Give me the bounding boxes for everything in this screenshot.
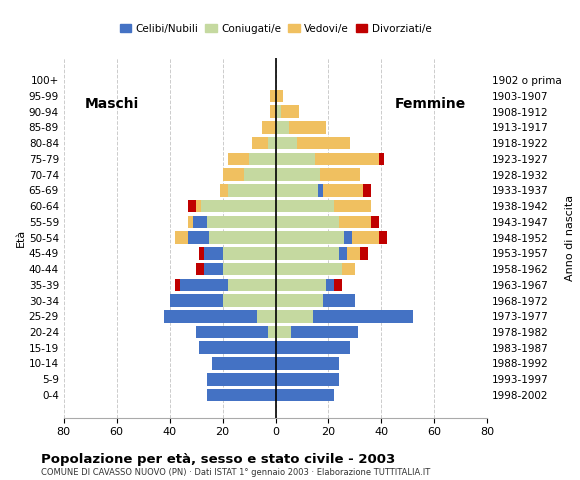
- Bar: [379, 231, 387, 244]
- Bar: [281, 106, 299, 118]
- Bar: [201, 200, 276, 213]
- Bar: [276, 247, 339, 260]
- Bar: [196, 326, 267, 338]
- Bar: [194, 216, 206, 228]
- Bar: [267, 326, 275, 338]
- Bar: [204, 263, 223, 276]
- Bar: [326, 278, 334, 291]
- Bar: [267, 137, 275, 149]
- Bar: [180, 278, 228, 291]
- Bar: [334, 278, 342, 291]
- Bar: [276, 200, 334, 213]
- Bar: [223, 168, 244, 181]
- Bar: [318, 184, 323, 197]
- Bar: [276, 389, 334, 401]
- Text: Popolazione per età, sesso e stato civile - 2003: Popolazione per età, sesso e stato civil…: [41, 453, 395, 466]
- Bar: [276, 326, 291, 338]
- Bar: [270, 90, 276, 102]
- Bar: [315, 153, 379, 165]
- Bar: [175, 231, 188, 244]
- Bar: [228, 153, 249, 165]
- Bar: [297, 137, 350, 149]
- Bar: [220, 184, 228, 197]
- Bar: [276, 216, 339, 228]
- Bar: [223, 294, 276, 307]
- Bar: [257, 310, 276, 323]
- Bar: [276, 357, 339, 370]
- Bar: [206, 373, 276, 385]
- Bar: [363, 184, 371, 197]
- Bar: [342, 263, 355, 276]
- Bar: [276, 231, 345, 244]
- Bar: [223, 247, 276, 260]
- Bar: [352, 231, 379, 244]
- Bar: [199, 247, 204, 260]
- Bar: [339, 247, 347, 260]
- Bar: [276, 137, 297, 149]
- Bar: [244, 168, 276, 181]
- Bar: [196, 263, 204, 276]
- Text: Maschi: Maschi: [85, 97, 139, 111]
- Bar: [276, 184, 318, 197]
- Bar: [276, 153, 315, 165]
- Bar: [249, 153, 276, 165]
- Bar: [196, 200, 201, 213]
- Legend: Celibi/Nubili, Coniugati/e, Vedovi/e, Divorziati/e: Celibi/Nubili, Coniugati/e, Vedovi/e, Di…: [115, 20, 436, 38]
- Bar: [276, 106, 281, 118]
- Bar: [212, 357, 276, 370]
- Bar: [209, 231, 276, 244]
- Bar: [321, 168, 360, 181]
- Bar: [228, 184, 276, 197]
- Bar: [276, 310, 313, 323]
- Bar: [276, 341, 350, 354]
- Bar: [228, 278, 276, 291]
- Bar: [345, 231, 352, 244]
- Bar: [276, 121, 289, 134]
- Bar: [360, 247, 368, 260]
- Bar: [334, 200, 371, 213]
- Text: COMUNE DI CAVASSO NUOVO (PN) · Dati ISTAT 1° gennaio 2003 · Elaborazione TUTTITA: COMUNE DI CAVASSO NUOVO (PN) · Dati ISTA…: [41, 468, 430, 478]
- Bar: [313, 310, 413, 323]
- Bar: [169, 294, 223, 307]
- Bar: [339, 216, 371, 228]
- Bar: [204, 247, 223, 260]
- Bar: [323, 184, 363, 197]
- Bar: [252, 137, 267, 149]
- Bar: [276, 278, 326, 291]
- Bar: [276, 373, 339, 385]
- Bar: [188, 231, 209, 244]
- Bar: [347, 247, 360, 260]
- Bar: [206, 216, 276, 228]
- Bar: [289, 121, 326, 134]
- Bar: [379, 153, 384, 165]
- Y-axis label: Età: Età: [16, 228, 26, 247]
- Bar: [276, 263, 342, 276]
- Bar: [262, 121, 276, 134]
- Bar: [175, 278, 180, 291]
- Bar: [276, 90, 284, 102]
- Bar: [188, 216, 194, 228]
- Bar: [206, 389, 276, 401]
- Text: Femmine: Femmine: [395, 97, 466, 111]
- Bar: [164, 310, 257, 323]
- Bar: [223, 263, 276, 276]
- Bar: [188, 200, 196, 213]
- Bar: [199, 341, 276, 354]
- Bar: [291, 326, 357, 338]
- Bar: [276, 294, 323, 307]
- Bar: [270, 106, 276, 118]
- Bar: [276, 168, 321, 181]
- Bar: [323, 294, 355, 307]
- Y-axis label: Anno di nascita: Anno di nascita: [564, 194, 575, 281]
- Bar: [371, 216, 379, 228]
